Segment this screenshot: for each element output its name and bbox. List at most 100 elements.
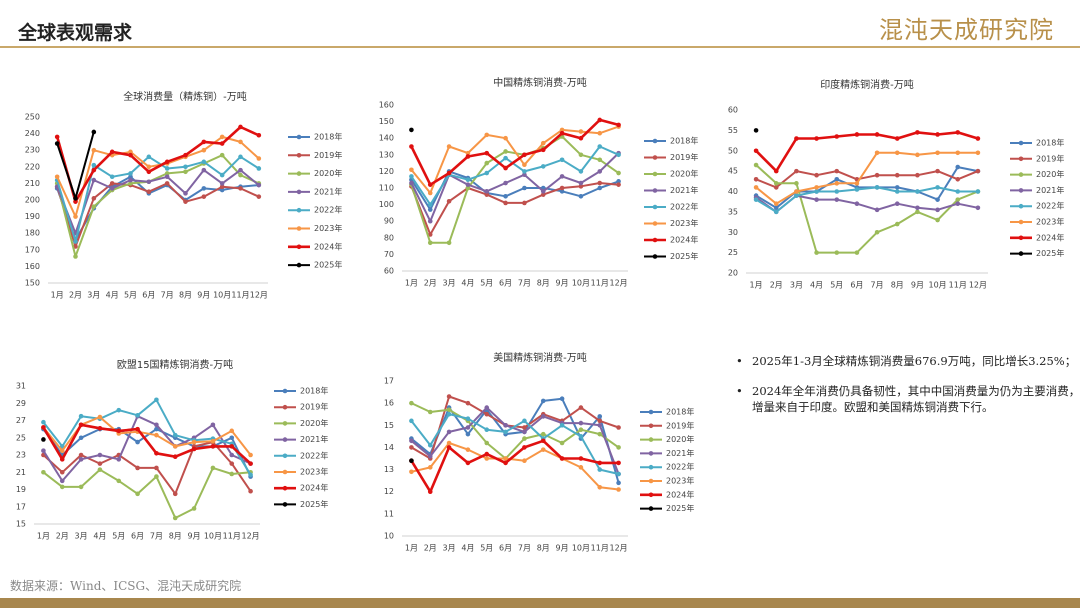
x-tick-label: 5月 <box>124 291 137 300</box>
legend-marker <box>652 188 658 193</box>
y-tick-label: 55 <box>728 126 738 135</box>
x-tick-label: 12月 <box>250 291 268 300</box>
data-point <box>915 172 920 178</box>
data-point <box>135 439 140 445</box>
legend-marker <box>296 189 302 195</box>
data-point <box>256 194 262 199</box>
data-point <box>935 132 940 137</box>
y-tick-label: 250 <box>25 113 40 122</box>
data-point <box>597 130 603 136</box>
data-point <box>73 244 78 249</box>
data-point <box>465 431 471 437</box>
y-tick-label: 29 <box>16 399 26 408</box>
data-point <box>484 456 490 461</box>
data-point <box>229 435 235 441</box>
data-point <box>559 130 565 136</box>
data-point <box>578 169 584 174</box>
data-point <box>128 149 133 155</box>
legend-marker <box>652 171 658 177</box>
y-tick-label: 190 <box>25 212 40 221</box>
legend-label: 2025年 <box>314 260 342 270</box>
data-point <box>41 448 46 453</box>
data-point <box>465 182 471 187</box>
data-point <box>935 150 940 156</box>
data-point <box>484 189 490 194</box>
x-tick-label: 5月 <box>480 544 493 553</box>
x-tick-label: 3月 <box>75 532 88 541</box>
data-point <box>597 484 603 490</box>
data-point <box>578 152 584 158</box>
legend-marker <box>648 478 654 484</box>
legend-label: 2025年 <box>670 251 698 261</box>
data-point <box>540 189 546 194</box>
data-point <box>559 422 565 428</box>
data-point <box>955 197 961 202</box>
x-tick-label: 11月 <box>949 281 967 290</box>
data-point <box>578 405 584 410</box>
data-point <box>854 181 860 186</box>
data-point <box>894 136 900 141</box>
data-point <box>73 214 78 219</box>
data-point <box>540 447 546 452</box>
y-tick-label: 160 <box>379 101 394 110</box>
x-tick-label: 6月 <box>850 281 863 290</box>
legend-marker <box>648 506 654 511</box>
data-point <box>59 469 65 475</box>
legend-label: 2021年 <box>300 434 328 444</box>
data-point <box>753 176 759 182</box>
data-point <box>73 239 78 244</box>
data-point <box>484 427 490 433</box>
data-point <box>97 414 103 420</box>
data-point <box>503 429 508 435</box>
data-point <box>955 201 961 207</box>
data-point <box>597 431 603 437</box>
data-point <box>773 168 779 174</box>
data-point <box>91 162 97 168</box>
y-tick-label: 230 <box>25 146 40 155</box>
data-point <box>773 185 779 190</box>
data-point <box>484 440 490 446</box>
legend-marker <box>1018 235 1024 241</box>
data-point <box>522 429 527 435</box>
data-point <box>935 168 940 174</box>
y-tick-label: 45 <box>728 167 738 176</box>
data-point <box>578 184 584 189</box>
data-point <box>465 460 471 466</box>
data-point <box>146 169 152 175</box>
series-line <box>42 466 251 519</box>
data-point <box>97 461 103 466</box>
data-point <box>597 144 603 149</box>
data-point <box>154 397 159 403</box>
legend-marker <box>652 254 658 259</box>
data-point <box>91 177 97 183</box>
x-tick-label: 3月 <box>790 281 803 290</box>
data-point <box>578 465 584 470</box>
data-point <box>238 139 243 145</box>
data-point <box>201 194 207 199</box>
data-point <box>164 181 170 186</box>
data-point <box>109 174 115 180</box>
x-tick-label: 3月 <box>443 544 456 553</box>
x-tick-label: 9月 <box>197 291 210 300</box>
data-point <box>154 422 159 428</box>
series-line <box>755 186 978 213</box>
legend-label: 2020年 <box>670 169 698 179</box>
data-point <box>229 452 235 458</box>
data-point <box>522 152 527 158</box>
data-point <box>97 452 103 458</box>
data-point <box>409 438 414 444</box>
data-point <box>578 180 584 186</box>
data-point <box>915 152 920 158</box>
data-point <box>172 454 178 460</box>
series-line <box>410 170 619 211</box>
x-tick-label: 1月 <box>405 279 418 288</box>
legend-marker <box>282 485 288 491</box>
data-point <box>109 186 115 191</box>
data-point <box>616 152 621 158</box>
x-tick-label: 11月 <box>591 279 609 288</box>
data-point <box>128 152 133 158</box>
data-point <box>128 181 133 186</box>
y-tick-label: 60 <box>728 106 738 115</box>
legend-marker <box>1018 203 1024 209</box>
